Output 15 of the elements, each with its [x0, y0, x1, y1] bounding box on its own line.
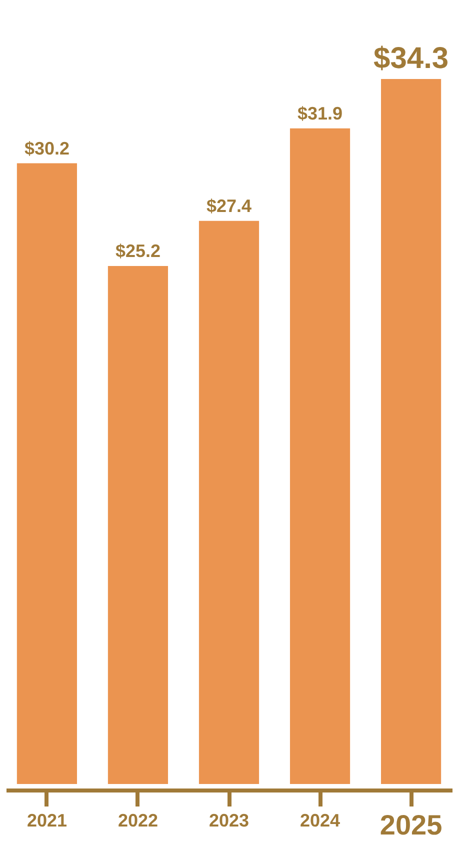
x-tick-label: 2023 — [208, 810, 250, 830]
data-label: $30.2 — [24, 138, 70, 158]
data-label: $31.9 — [297, 103, 343, 124]
x-tick-label: 2024 — [300, 810, 340, 830]
bar — [108, 266, 168, 784]
x-tick-label: 2021 — [26, 810, 67, 830]
bar — [198, 220, 260, 784]
bar — [381, 79, 442, 784]
data-label: $34.3 — [374, 42, 449, 75]
x-tick-label: 2022 — [118, 810, 158, 830]
x-tick-label: 2025 — [380, 810, 442, 840]
bar — [16, 163, 77, 784]
data-label: $25.2 — [115, 241, 161, 262]
data-label: $27.4 — [206, 196, 252, 216]
bar — [290, 128, 350, 784]
